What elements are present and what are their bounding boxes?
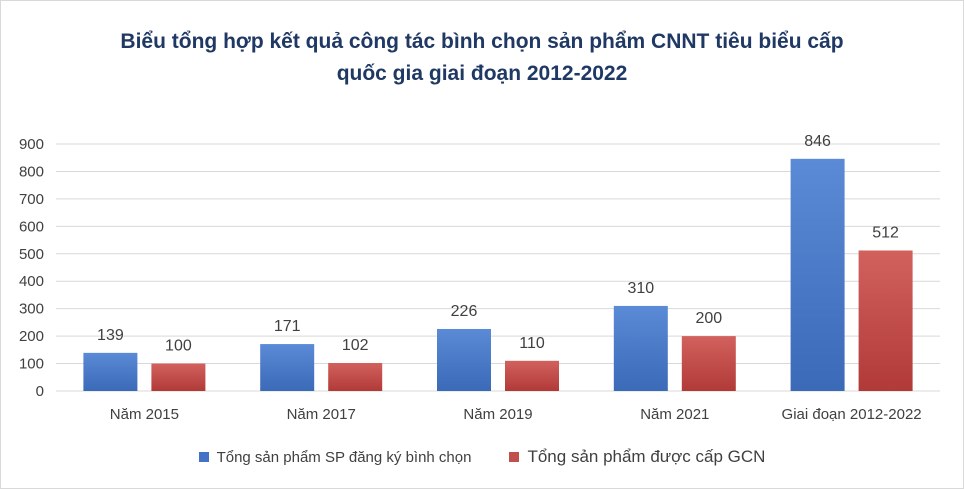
- y-tick-label-500: 500: [19, 246, 44, 263]
- legend-label-registered: Tổng sản phẩm SP đăng ký bình chọn: [216, 448, 472, 466]
- bar-s1-c2: [505, 360, 559, 391]
- chart-title-line-2: quốc gia giai đoạn 2012-2022: [336, 62, 628, 85]
- legend-item-registered: Tổng sản phẩm SP đăng ký bình chọn: [198, 448, 472, 466]
- bar-s0-c1: [260, 344, 315, 391]
- data-label-s0-c0: 139: [97, 327, 124, 344]
- y-tick-label-400: 400: [19, 273, 44, 290]
- legend-swatch-red: [509, 452, 520, 462]
- data-label-s0-c1: 171: [274, 318, 301, 335]
- chart-title-line-1: Biểu tổng hợp kết quả công tác bình chọn…: [120, 30, 844, 53]
- y-tick-label-900: 900: [19, 136, 44, 153]
- legend-label-certified: Tổng sản phẩm được cấp GCN: [527, 447, 766, 466]
- legend-item-certified: Tổng sản phẩm được cấp GCN: [509, 447, 765, 467]
- x-category-label-4: Giai đoạn 2012-2022: [782, 406, 922, 423]
- bar-s0-c4: [790, 158, 845, 391]
- x-category-label-1: Năm 2017: [287, 406, 356, 423]
- bar-s1-c0: [151, 363, 206, 391]
- y-tick-label-600: 600: [19, 218, 44, 235]
- data-label-s1-c3: 200: [695, 310, 722, 327]
- y-tick-label-800: 800: [19, 163, 44, 180]
- chart-title: Biểu tổng hợp kết quả công tác bình chọn…: [0, 26, 964, 90]
- y-tick-label-700: 700: [19, 191, 44, 208]
- y-tick-label-0: 0: [36, 383, 44, 400]
- legend-swatch-blue: [198, 452, 209, 462]
- x-category-label-3: Năm 2021: [640, 406, 709, 423]
- bar-s1-c4: [858, 250, 913, 391]
- bar-s0-c2: [437, 328, 491, 391]
- data-label-s1-c0: 100: [165, 338, 192, 355]
- y-tick-label-300: 300: [19, 301, 44, 318]
- x-category-label-0: Năm 2015: [110, 406, 179, 423]
- data-label-s1-c2: 110: [519, 335, 545, 352]
- data-label-s1-c4: 512: [872, 224, 899, 241]
- bar-s1-c1: [328, 363, 383, 391]
- y-tick-label-100: 100: [19, 356, 44, 373]
- bar-s0-c0: [83, 352, 138, 391]
- bar-s1-c3: [681, 336, 736, 391]
- bar-s0-c3: [613, 305, 668, 391]
- x-category-label-2: Năm 2019: [463, 406, 532, 423]
- data-label-s0-c3: 310: [627, 280, 654, 297]
- y-tick-label-200: 200: [19, 328, 44, 345]
- data-label-s0-c4: 846: [804, 133, 831, 150]
- data-label-s0-c2: 226: [451, 303, 478, 320]
- data-label-s1-c1: 102: [342, 337, 369, 354]
- chart-legend: Tổng sản phẩm SP đăng ký bình chọn Tổng …: [0, 447, 964, 467]
